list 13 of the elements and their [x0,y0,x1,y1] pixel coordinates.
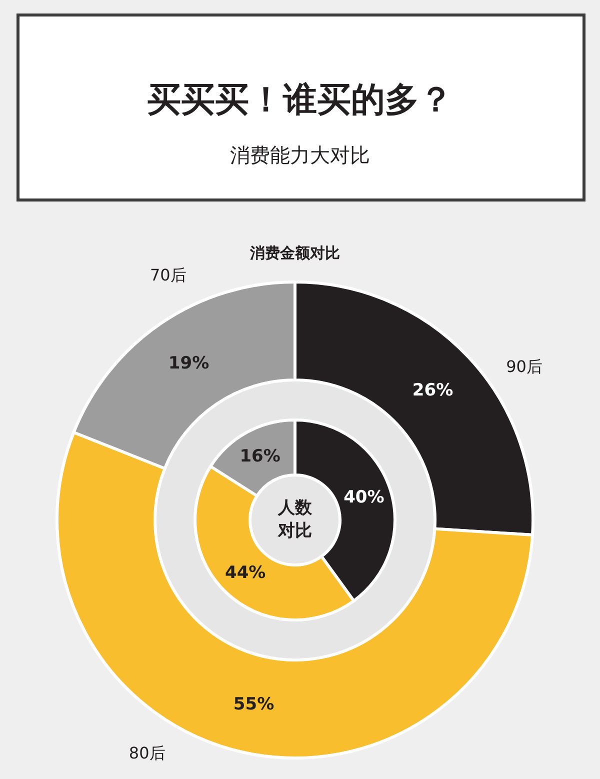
slice-label: 70后 [150,265,186,284]
slice-label: 80后 [128,744,166,763]
data-label: 55% [233,694,274,714]
text: 消费能力大对比 [230,143,370,167]
slice-label: 90后 [506,356,542,376]
data-label: 44% [225,562,266,583]
text: 人数对比 [276,497,313,543]
chart-title: 消费金额对比 [249,244,340,262]
data-label: 26% [412,380,454,401]
data-label: 19% [168,354,210,374]
data-label: 40% [344,488,384,508]
text: 买买买！谁买的多？ [147,80,453,120]
data-label: 16% [240,446,280,466]
